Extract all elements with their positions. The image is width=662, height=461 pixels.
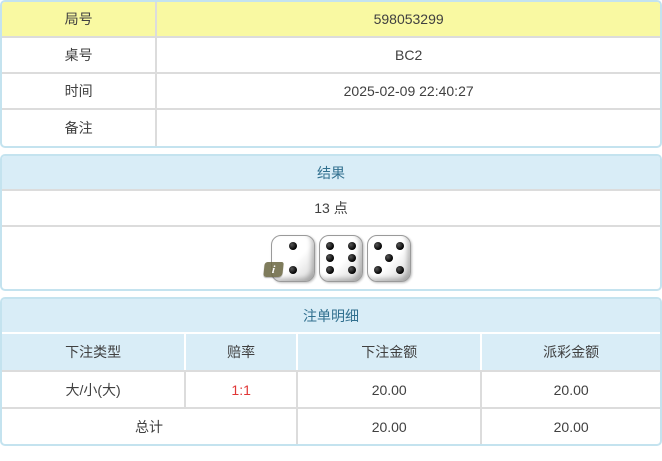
round-info-table: 局号 598053299 桌号 BC2 时间 2025-02-09 22:40:…: [2, 2, 660, 146]
die-cell: [336, 264, 347, 276]
bet-details-panel: 注单明细 下注类型 赔率 下注金额 派彩金额 大/小(大) 1:1 20.00 …: [0, 297, 662, 446]
payout-amount-value: 20.00: [482, 370, 660, 407]
die-pip: [288, 264, 299, 276]
die-pip: [384, 252, 395, 264]
die-1: i: [263, 234, 315, 282]
round-id-label: 局号: [2, 2, 158, 38]
table-row: 时间 2025-02-09 22:40:27: [2, 74, 660, 110]
table-row: 桌号 BC2: [2, 38, 660, 74]
die-pip: [325, 264, 336, 276]
die-cell: [394, 252, 405, 264]
column-header-bet-amount: 下注金额: [298, 334, 483, 370]
die-cell: [384, 264, 395, 276]
die-pip: [325, 252, 336, 264]
total-label: 总计: [2, 407, 299, 444]
die-cell: [336, 241, 347, 253]
table-header-row: 下注类型 赔率 下注金额 派彩金额: [2, 334, 660, 370]
table-number-value: BC2: [157, 38, 660, 74]
die-pip: [346, 264, 357, 276]
info-icon[interactable]: i: [263, 261, 284, 277]
result-panel-title: 结果: [2, 156, 660, 191]
die-pip: [373, 264, 384, 276]
total-bet-amount: 20.00: [298, 407, 483, 444]
die-cell: [336, 252, 347, 264]
total-row: 总计 20.00 20.00: [2, 407, 660, 444]
die-cell: [298, 252, 309, 264]
result-panel: 结果 13 点 i: [0, 154, 662, 291]
die-cell: [298, 241, 309, 253]
die-3: [367, 234, 411, 282]
remarks-label: 备注: [2, 110, 158, 146]
die-pip: [394, 264, 405, 276]
die-cell: [277, 241, 288, 253]
table-row: 备注: [2, 110, 660, 146]
remarks-value: [157, 110, 660, 146]
table-row: 大/小(大) 1:1 20.00 20.00: [2, 370, 660, 407]
total-payout-amount: 20.00: [482, 407, 660, 444]
die-cell: [288, 252, 299, 264]
die-pip: [325, 241, 336, 253]
result-points: 13 点: [2, 191, 660, 227]
die-pip: [373, 241, 384, 253]
bet-type-value: 大/小(大): [2, 370, 187, 407]
column-header-payout-amount: 派彩金额: [482, 334, 660, 370]
dice-row: i: [12, 227, 660, 289]
die-pip: [346, 252, 357, 264]
odds-value: 1:1: [186, 370, 299, 407]
round-id-value: 598053299: [157, 2, 660, 38]
die-pip: [394, 241, 405, 253]
column-header-odds: 赔率: [186, 334, 299, 370]
bet-details-title: 注单明细: [2, 299, 660, 334]
die-cell: [384, 241, 395, 253]
table-number-label: 桌号: [2, 38, 158, 74]
table-row: 局号 598053299: [2, 2, 660, 38]
bet-amount-value: 20.00: [298, 370, 483, 407]
column-header-bet-type: 下注类型: [2, 334, 187, 370]
die-cell: [298, 264, 309, 276]
round-info-panel: 局号 598053299 桌号 BC2 时间 2025-02-09 22:40:…: [0, 0, 662, 148]
die-pip: [288, 241, 299, 253]
die-pip: [346, 241, 357, 253]
time-value: 2025-02-09 22:40:27: [157, 74, 660, 110]
die-2: [319, 234, 363, 282]
die-cell: [373, 252, 384, 264]
time-label: 时间: [2, 74, 158, 110]
bet-details-table: 下注类型 赔率 下注金额 派彩金额 大/小(大) 1:1 20.00 20.00…: [2, 334, 660, 444]
